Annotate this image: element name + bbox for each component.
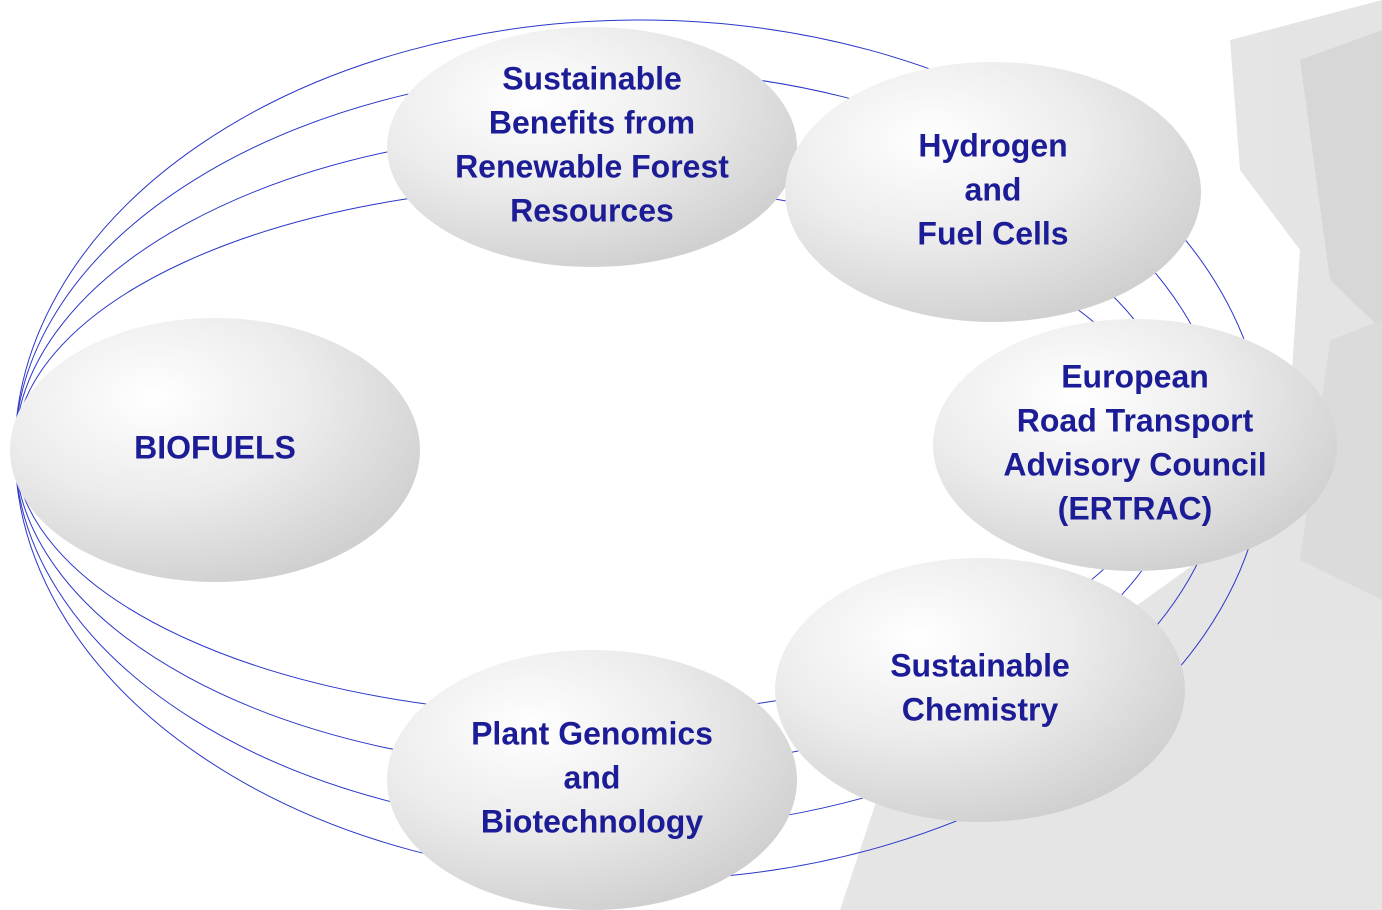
node-label: European bbox=[1061, 358, 1209, 394]
node-label: Benefits from bbox=[489, 104, 695, 140]
node: Hydrogen and Fuel Cells bbox=[785, 62, 1201, 322]
node-ellipse bbox=[387, 650, 797, 910]
node-ellipse bbox=[387, 27, 797, 267]
node-ellipse bbox=[10, 318, 420, 582]
node-label: BIOFUELS bbox=[134, 429, 296, 465]
node-label: Advisory Council bbox=[1003, 446, 1266, 482]
background-photo bbox=[840, 0, 1382, 910]
node-label: Sustainable bbox=[890, 647, 1070, 683]
node-label: Road Transport bbox=[1017, 402, 1254, 438]
node-label: Renewable Forest bbox=[455, 148, 729, 184]
node-label: Resources bbox=[510, 192, 674, 228]
node: European Road Transport Advisory Council (E… bbox=[933, 319, 1337, 571]
node-label: and bbox=[564, 759, 621, 795]
node-label: (ERTRAC) bbox=[1058, 490, 1213, 526]
node-label: Chemistry bbox=[902, 691, 1059, 727]
nodes: Sustainable Benefits from Renewable Forest… bbox=[10, 27, 1337, 910]
node-ellipse bbox=[785, 62, 1201, 322]
node: BIOFUELS bbox=[10, 318, 420, 582]
node: Sustainable Benefits from Renewable Forest… bbox=[387, 27, 797, 267]
node-label: Sustainable bbox=[502, 60, 682, 96]
node-ellipse bbox=[933, 319, 1337, 571]
node: Plant Genomics and Biotechnology bbox=[387, 650, 797, 910]
node-label: Fuel Cells bbox=[917, 215, 1068, 251]
node-ellipse bbox=[775, 558, 1185, 822]
node: Sustainable Chemistry bbox=[775, 558, 1185, 822]
node-label: Plant Genomics bbox=[471, 715, 713, 751]
node-label: Hydrogen bbox=[918, 127, 1067, 163]
node-label: and bbox=[965, 171, 1022, 207]
node-label: Biotechnology bbox=[481, 803, 703, 839]
